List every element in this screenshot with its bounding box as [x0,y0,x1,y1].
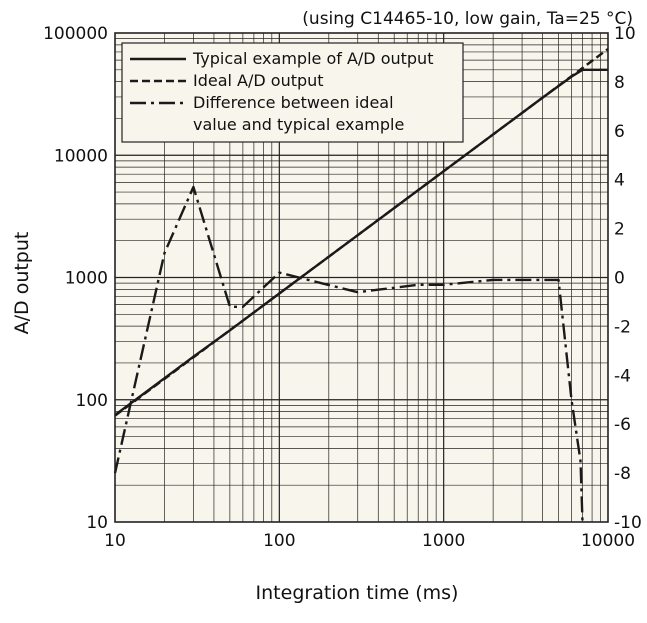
x-tick-label: 100 [263,531,295,551]
y2-tick-label: -2 [614,317,631,337]
y2-tick-label: -4 [614,366,631,386]
x-tick-label: 1000 [422,531,465,551]
y-tick-label: 1000 [65,269,108,289]
y2-tick-label: 0 [614,269,625,289]
plot-frame [114,32,609,523]
y-tick-label: 100 [76,391,108,411]
y2-tick-label: -10 [614,513,642,533]
y2-tick-label: -8 [614,464,631,484]
y2-tick-label: 10 [614,24,636,44]
y-tick-label: 10 [86,513,108,533]
series-layer [113,48,609,523]
y-tick-label: 100000 [43,24,108,44]
y-tick-label: 10000 [54,146,108,166]
y2-tick-label: 4 [614,171,625,191]
tick-labels: 10 100 1000 1000010100100010000100000-10-8-… [43,24,642,551]
measurement-note: (using C14465-10, low gain, Ta=25 °C) [302,9,633,29]
y2-tick-label: 6 [614,122,625,142]
legend: Typical example of A/D output Ideal A/D o… [121,42,464,143]
series-line-3 [113,185,584,523]
x-tick-label: 10 [104,531,126,551]
legend-label-2: Ideal A/D output [193,71,324,90]
series-line-2 [114,48,609,417]
x-axis-title: Integration time (ms) [256,582,459,604]
y2-tick-label: 8 [614,73,625,93]
legend-label-1: Typical example of A/D output [192,49,433,68]
legend-label-3: Difference between ideal value and typica… [193,93,404,134]
y-axis-title: A/D output [11,232,33,335]
y2-tick-label: -6 [614,415,631,435]
x-tick-label: 10000 [581,531,635,551]
y2-tick-label: 2 [614,220,625,240]
